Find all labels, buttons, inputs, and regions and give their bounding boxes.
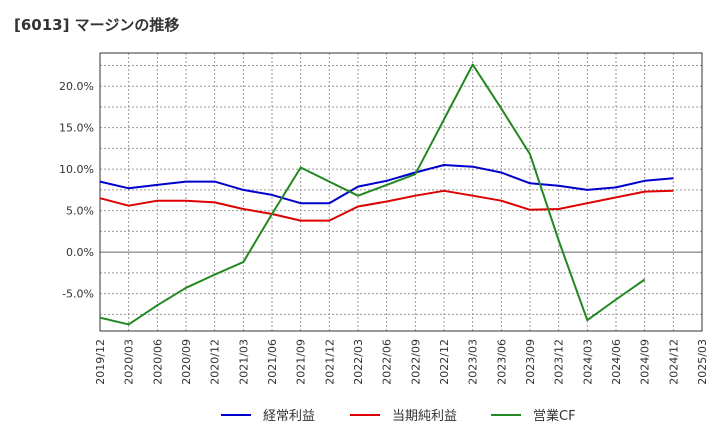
x-tick-label: 2022/12 — [438, 339, 451, 385]
x-tick-label: 2024/09 — [639, 339, 652, 385]
x-tick-label: 2020/09 — [180, 339, 193, 385]
y-tick-label: 15.0% — [59, 122, 94, 135]
x-tick-label: 2023/03 — [467, 339, 480, 385]
y-tick-label: 5.0% — [66, 205, 94, 218]
legend-label-2: 営業CF — [533, 408, 576, 424]
plot-border — [99, 52, 703, 332]
x-tick-label: 2021/09 — [295, 339, 308, 385]
x-tick-label: 2025/03 — [696, 339, 709, 385]
x-tick-label: 2020/06 — [151, 339, 164, 385]
series-line-1 — [99, 189, 674, 222]
x-tick-label: 2022/09 — [409, 339, 422, 385]
x-tick-label: 2019/12 — [94, 339, 107, 385]
y-tick-label: 0.0% — [66, 246, 94, 259]
x-tick-label: 2023/06 — [495, 339, 508, 385]
x-tick-label: 2023/12 — [553, 339, 566, 385]
x-tick-label: 2020/03 — [123, 339, 136, 385]
x-tick-label: 2021/12 — [323, 339, 336, 385]
legend-label-0: 経常利益 — [263, 409, 315, 424]
series-line-0 — [99, 164, 674, 205]
series-line-2 — [99, 63, 646, 326]
y-tick-label: 10.0% — [59, 163, 94, 176]
x-tick-label: 2021/03 — [237, 339, 250, 385]
y-tick-label: 20.0% — [59, 80, 94, 93]
x-tick-label: 2023/09 — [524, 339, 537, 385]
x-tick-label: 2021/06 — [266, 339, 279, 385]
x-tick-label: 2022/06 — [381, 339, 394, 385]
x-tick-label: 2024/12 — [667, 339, 680, 385]
legend-label-1: 当期純利益 — [392, 409, 457, 424]
x-tick-label: 2024/03 — [581, 339, 594, 385]
x-tick-label: 2020/12 — [209, 339, 222, 385]
chart-title: [6013] マージンの推移 — [14, 16, 180, 34]
plot-area — [100, 53, 702, 331]
x-tick-label: 2024/06 — [610, 339, 623, 385]
y-tick-label: -5.0% — [62, 288, 94, 301]
x-tick-label: 2022/03 — [352, 339, 365, 385]
